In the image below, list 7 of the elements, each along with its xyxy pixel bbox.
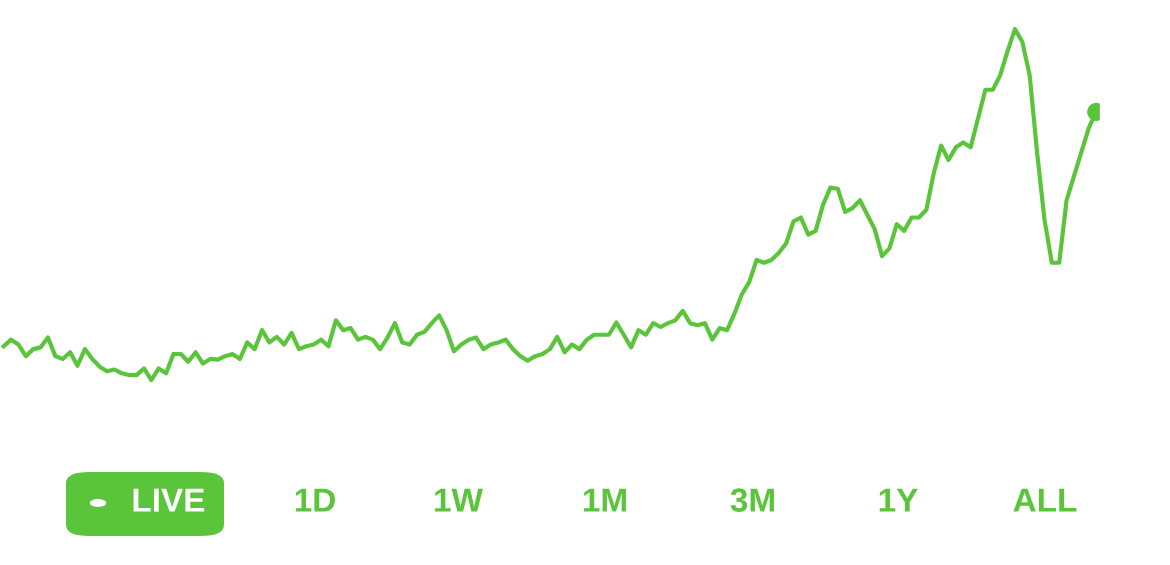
text: 1Y (879, 488, 918, 512)
text: ALL (1013, 488, 1077, 512)
text: 3M (730, 488, 774, 512)
text: LIVE (133, 488, 205, 512)
text: 1D (295, 488, 335, 512)
text: 1M (583, 488, 626, 512)
text: 1W (435, 488, 483, 512)
